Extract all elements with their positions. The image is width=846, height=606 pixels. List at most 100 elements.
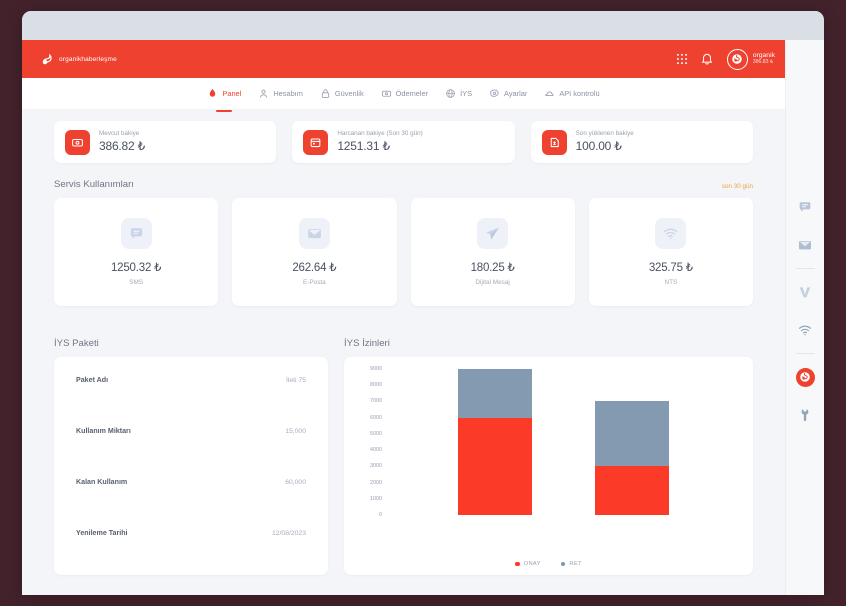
balance-label: Harcanan bakiye (Son 30 gün) [337, 129, 423, 137]
package-value: 12/08/2023 [271, 530, 306, 537]
nav-label: Ayarlar [504, 89, 528, 98]
service-card-sms[interactable]: 1250.32 ₺ SMS [54, 198, 219, 306]
nav-label: Güvenlik [334, 89, 364, 98]
top-bar: organikhaberleşme [22, 40, 785, 78]
iys-package-column: İYS Paketi Paket Adı İleti 75 Kullanım M… [54, 322, 328, 575]
balance-card-last-topup[interactable]: Son yüklenen bakiye 100.00 ₺ [530, 121, 753, 163]
y-axis-tick: 9000 [370, 366, 382, 372]
balance-cards: Mevcut bakiye 386.82 ₺ Harcanan b [54, 121, 753, 163]
flame-drop-icon [207, 88, 218, 99]
package-card: Paket Adı İleti 75 Kullanım Miktarı 15,0… [54, 357, 328, 575]
globe-icon-bubble [795, 367, 815, 387]
nav-item-ayarlar[interactable]: Ayarlar [489, 78, 527, 109]
service-value: 1250.32 ₺ [110, 262, 162, 274]
chart-bar-stack[interactable] [594, 401, 669, 515]
rail-globe-icon[interactable] [786, 358, 825, 396]
balance-label: Mevcut bakiye [99, 129, 140, 137]
package-value: İleti 75 [285, 377, 306, 384]
service-label: NTS [664, 279, 678, 286]
bell-icon[interactable] [700, 52, 714, 66]
nav-item-odemeler[interactable]: Ödemeler [381, 78, 428, 109]
balance-value: 386.82 ₺ [99, 138, 146, 153]
package-value: 60,000 [285, 479, 306, 486]
legend-swatch [560, 561, 566, 567]
top-bar-actions: organik 386.83 ₺ [675, 48, 775, 70]
wifi-icon [655, 218, 687, 249]
window-titlebar [22, 11, 824, 40]
permissions-title: İYS İzinleri [344, 338, 390, 349]
balance-value: 1251.31 ₺ [337, 138, 390, 153]
user-menu[interactable]: organik 386.83 ₺ [725, 48, 775, 70]
lock-icon [320, 88, 331, 99]
chart-segment-ret[interactable] [458, 369, 533, 418]
nav-label: Panel [222, 89, 242, 98]
nav-item-panel[interactable]: Panel [206, 78, 242, 109]
y-axis-tick: 8000 [370, 382, 382, 389]
y-axis-tick: 0 [379, 512, 382, 518]
service-value: 262.64 ₺ [292, 262, 337, 274]
nav-item-iys[interactable]: İYS [445, 78, 472, 109]
nav-label: İYS [460, 89, 473, 98]
service-value: 325.75 ₺ [648, 262, 693, 274]
package-title: İYS Paketi [54, 338, 99, 349]
service-card-digital-message[interactable]: 180.25 ₺ Dijital Mesaj [410, 198, 575, 306]
logo-wordmark: organikhaberleşme [59, 55, 117, 63]
browser-window: organikhaberleşme [22, 11, 824, 595]
nav-item-hesabim[interactable]: Hesabım [258, 78, 303, 109]
nav-label: Ödemeler [395, 89, 429, 98]
upload-receipt-icon [541, 129, 567, 155]
nav-label: Hesabım [273, 89, 303, 98]
legend-item-ret[interactable]: RET [560, 561, 582, 567]
chart-area: 9000 8000 7000 6000 5000 4000 3000 2000 1000 0 [356, 366, 741, 554]
balance-card-spent[interactable]: Harcanan bakiye (Son 30 gün) 1251.31 ₺ [292, 121, 515, 163]
services-section-header: Servis Kullanımları son 30 gün [54, 179, 753, 190]
legend-swatch [515, 561, 520, 567]
rail-paper-plane-icon[interactable] [786, 273, 825, 311]
chart-bar-stack[interactable] [458, 369, 533, 515]
rail-wrench-icon[interactable] [786, 396, 825, 434]
app-logo[interactable]: organikhaberleşme [40, 52, 117, 67]
y-axis-tick: 5000 [370, 430, 382, 437]
chart-y-axis: 9000 8000 7000 6000 5000 4000 3000 2000 1000 0 [356, 366, 386, 518]
gear-icon [489, 88, 500, 99]
globe-icon [445, 88, 456, 99]
package-key: Yenileme Tarihi [76, 529, 128, 537]
nav-item-guvenlik[interactable]: Güvenlik [320, 78, 364, 109]
envelope-icon [298, 218, 330, 249]
balance-text: Harcanan bakiye (Son 30 gün) 1251.31 ₺ [337, 129, 423, 153]
cloud-icon [544, 88, 555, 99]
service-card-email[interactable]: 262.64 ₺ E-Posta [232, 198, 397, 306]
balance-label: Son yüklenen bakiye [575, 129, 634, 137]
service-card-nts[interactable]: 325.75 ₺ NTS [588, 198, 753, 306]
y-axis-tick: 2000 [370, 479, 382, 486]
rail-separator [795, 353, 815, 354]
y-axis-tick: 6000 [370, 414, 382, 421]
balance-card-current[interactable]: Mevcut bakiye 386.82 ₺ [54, 121, 277, 163]
iys-permissions-column: İYS İzinleri 9000 8000 7000 6000 5000 4000 300… [344, 322, 753, 575]
package-key: Paket Adı [76, 376, 109, 384]
services-period-note[interactable]: son 30 gün [721, 183, 753, 190]
rail-wifi-icon[interactable] [786, 311, 825, 349]
globe-avatar-icon [726, 48, 748, 70]
wallet-cash-icon [65, 129, 90, 155]
balance-value: 100.00 ₺ [575, 138, 622, 153]
legend-item-onay[interactable]: ONAY [515, 561, 541, 567]
permissions-section-header: İYS İzinleri [344, 338, 753, 349]
grid-apps-icon[interactable] [675, 52, 689, 66]
rail-envelope-icon[interactable] [786, 226, 825, 264]
package-row: Kalan Kullanım 60,000 [76, 478, 306, 529]
chart-segment-ret[interactable] [594, 401, 669, 467]
services-title: Servis Kullanımları [54, 179, 134, 190]
package-row: Paket Adı İleti 75 [76, 376, 306, 427]
chart-segment-onay[interactable] [458, 417, 533, 515]
service-label: E-Posta [303, 279, 326, 286]
y-axis-tick: 1000 [370, 495, 382, 502]
nav-item-api-kontrolu[interactable]: API kontrolü [544, 78, 600, 109]
rail-chat-bubble-icon[interactable] [786, 188, 825, 226]
user-icon [258, 88, 269, 99]
y-axis-tick: 7000 [370, 398, 382, 405]
wallet-icon [381, 88, 392, 99]
app-main: organikhaberleşme [22, 40, 785, 595]
user-meta: organik 386.83 ₺ [753, 52, 775, 66]
chart-segment-onay[interactable] [594, 466, 669, 515]
